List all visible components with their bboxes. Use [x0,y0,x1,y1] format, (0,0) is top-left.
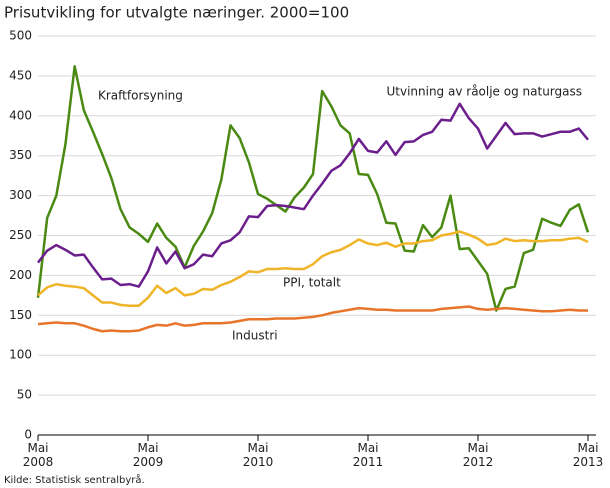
x-tick-label: Mai 2012 [462,441,494,469]
series-label: PPI, totalt [283,276,341,290]
series-line [37,305,588,333]
x-tick-label: Mai 2013 [572,441,604,469]
series-label: Utvinning av råolje og naturgass [386,85,582,99]
source: Kilde: Statistisk sentralbyrå. [4,473,145,486]
x-tick-label: Mai 2010 [242,441,274,469]
series-label: Industri [232,329,278,343]
y-tick-label: 150 [9,308,32,322]
y-tick-label: 350 [9,148,32,162]
y-tick-label: 300 [9,188,32,202]
y-tick-label: 50 [17,388,32,402]
y-tick-label: 200 [9,268,32,282]
x-tick-label: Mai 2011 [352,441,384,469]
y-tick-label: 250 [9,228,32,242]
series-line [37,102,589,288]
y-tick-label: 400 [9,108,32,122]
x-tick-label: Mai 2008 [22,441,54,469]
series-line [37,230,589,307]
series-label: Kraftforsyning [98,89,183,103]
chart-title: Prisutvikling for utvalgte næringer. 200… [4,4,349,22]
y-tick-label: 0 [24,428,32,442]
y-tick-label: 100 [9,348,32,362]
y-tick-label: 500 [9,29,32,43]
x-tick-label: Mai 2009 [132,441,164,469]
y-tick-label: 450 [9,68,32,82]
series-line [36,65,590,312]
